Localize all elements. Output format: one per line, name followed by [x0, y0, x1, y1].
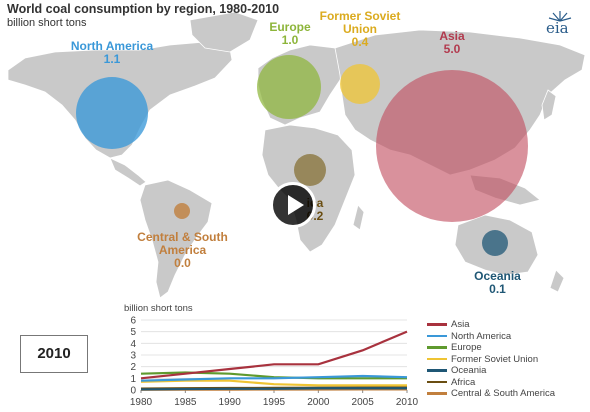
legend-label: Former Soviet Union — [451, 353, 539, 365]
landmass-south-america — [139, 179, 213, 299]
legend-item: Africa — [427, 377, 555, 389]
y-tick-label: 1 — [130, 374, 136, 385]
chart-title: World coal consumption by region, 1980-2… — [7, 2, 280, 16]
legend-swatch — [427, 380, 447, 384]
y-tick-label: 6 — [130, 316, 136, 327]
label-fsu-line2: Union — [343, 22, 377, 36]
bubble-former-soviet-union[interactable] — [340, 64, 380, 104]
bubble-central-south-america[interactable] — [174, 203, 190, 219]
series-line-former-soviet-union — [140, 379, 407, 387]
legend-item: North America — [427, 331, 555, 343]
legend-label: Europe — [451, 342, 482, 353]
landmass-new-zealand — [549, 269, 565, 293]
legend-label: Africa — [451, 376, 476, 388]
eia-logo: eia — [540, 8, 580, 37]
legend-swatch — [427, 369, 447, 372]
legend-item: Central & South America — [427, 388, 555, 400]
label-north-america: North America 1.1 — [52, 40, 172, 66]
label-fsu-line1: Former Soviet — [319, 9, 401, 23]
x-tick-label: 1995 — [263, 397, 286, 408]
landmass-japan — [541, 89, 557, 121]
label-europe-name: Europe — [269, 20, 311, 34]
label-oceania-value: 0.1 — [489, 282, 506, 296]
y-tick-label: 3 — [130, 351, 136, 362]
label-csa-line1: Central & South — [137, 230, 228, 244]
eia-logo-text: eia — [546, 19, 569, 37]
eia-logo-rays — [548, 11, 572, 22]
y-tick-label: 2 — [130, 362, 136, 373]
x-tick-label: 2010 — [396, 397, 419, 408]
label-asia-name: Asia — [439, 29, 465, 43]
play-icon — [288, 195, 304, 215]
chart-subtitle: billion short tons — [7, 17, 87, 29]
landmass-central-america — [109, 157, 147, 187]
legend-swatch — [427, 323, 447, 326]
legend-swatch — [427, 346, 447, 349]
label-asia: Asia 5.0 — [422, 30, 482, 56]
label-central-south-america: Central & South America 0.0 — [115, 231, 250, 270]
legend-swatch — [427, 392, 447, 395]
bubble-oceania[interactable] — [482, 230, 508, 256]
label-europe: Europe 1.0 — [255, 21, 325, 47]
legend-label: North America — [451, 330, 512, 342]
legend-item: Oceania — [427, 365, 555, 377]
series-line-oceania — [140, 387, 407, 391]
label-former-soviet-union: Former Soviet Union 0.4 — [305, 10, 415, 49]
legend-swatch — [427, 334, 447, 338]
x-tick-label: 2005 — [352, 397, 375, 408]
label-europe-value: 1.0 — [281, 33, 299, 47]
y-tick-label: 0 — [130, 386, 136, 397]
chart-ylabel: billion short tons — [124, 303, 193, 314]
legend-label: Central & South America — [451, 388, 556, 399]
bubble-asia[interactable] — [376, 70, 528, 222]
x-tick-label: 2000 — [307, 397, 330, 408]
label-fsu-value: 0.4 — [351, 35, 369, 49]
play-button[interactable] — [270, 182, 316, 228]
label-north-america-value: 1.1 — [103, 52, 121, 66]
x-tick-label: 1990 — [219, 397, 242, 408]
year-display[interactable]: 2010 — [20, 335, 88, 373]
series-line-north-america — [140, 374, 408, 382]
landmass-greenland — [189, 11, 259, 53]
region-bubbles — [76, 55, 528, 256]
label-oceania-name: Oceania — [474, 269, 521, 283]
label-asia-value: 5.0 — [443, 42, 461, 56]
label-oceania: Oceania 0.1 — [460, 270, 535, 296]
series-line-asia — [140, 330, 408, 380]
y-tick-label: 4 — [130, 339, 136, 350]
x-tick-label: 1980 — [130, 397, 153, 408]
series-line-europe — [140, 371, 407, 380]
x-tick-label: 1985 — [174, 397, 197, 408]
y-tick-label: 5 — [130, 327, 136, 338]
landmass-madagascar — [352, 204, 365, 231]
legend-label: Asia — [451, 319, 470, 330]
legend-label: Oceania — [451, 365, 487, 376]
bubble-europe[interactable] — [257, 55, 321, 119]
chart-legend: Asia North America Europe Former Soviet Uni… — [427, 319, 555, 400]
legend-item: Europe — [427, 342, 555, 354]
legend-item: Former Soviet Union — [427, 354, 555, 366]
label-north-america-name: North America — [70, 39, 154, 53]
bubble-north-america[interactable] — [76, 77, 148, 149]
legend-item: Asia — [427, 319, 555, 331]
label-csa-line2: America — [158, 243, 207, 257]
legend-swatch — [427, 357, 447, 361]
label-csa-value: 0.0 — [174, 256, 191, 270]
bubble-africa[interactable] — [294, 154, 326, 186]
